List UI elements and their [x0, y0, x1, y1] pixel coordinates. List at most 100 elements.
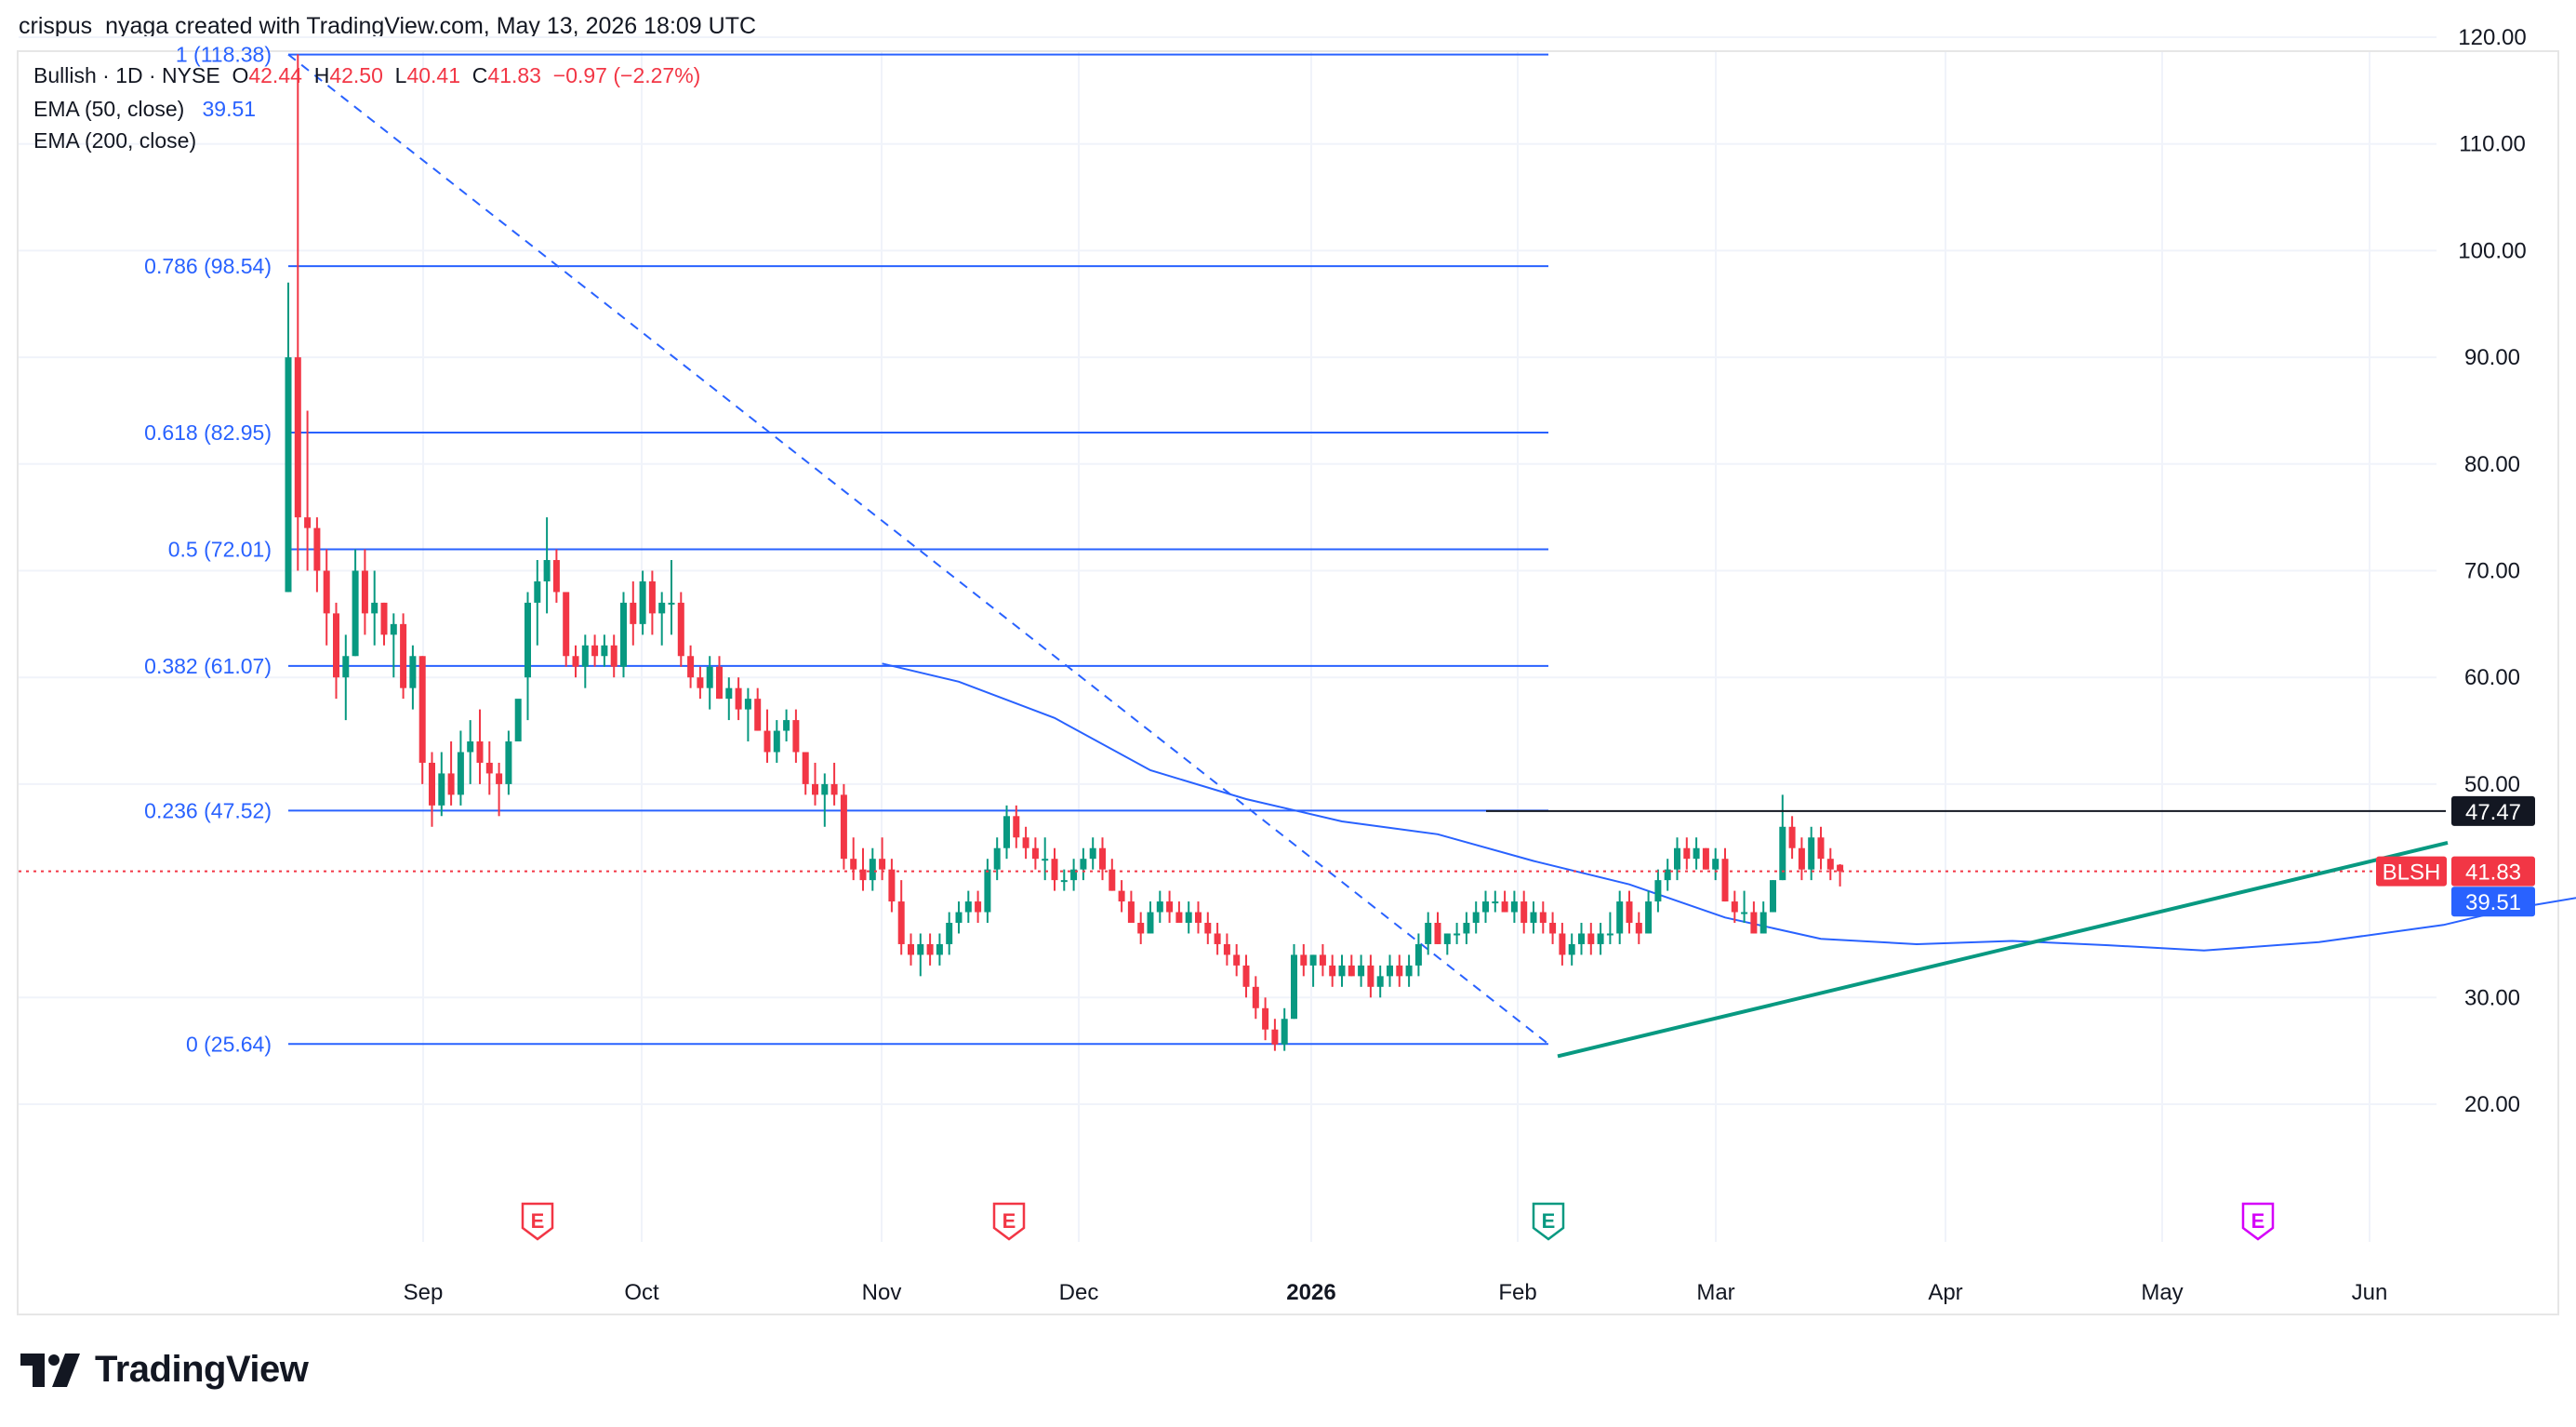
candle	[1587, 923, 1595, 955]
candle	[1089, 837, 1096, 870]
candle-body	[1788, 826, 1796, 848]
candle-body	[1358, 965, 1365, 977]
candle	[697, 666, 704, 700]
candle	[984, 859, 991, 924]
candle-body	[1817, 837, 1825, 860]
candle-body	[964, 901, 972, 913]
legend-row-ema50[interactable]: EMA (50, close) 39.51	[33, 97, 256, 122]
candle	[840, 783, 847, 870]
candle-body	[879, 859, 886, 870]
price-tag-text: BLSH	[2383, 860, 2441, 886]
candle	[304, 410, 312, 571]
candle-body	[1693, 847, 1700, 860]
x-tick-label: Feb	[1498, 1280, 1536, 1305]
candle	[1645, 890, 1653, 934]
candle-body	[1214, 933, 1221, 944]
candle-body	[1175, 912, 1183, 924]
candle	[1233, 943, 1241, 977]
y-tick-label: 20.00	[2464, 1092, 2520, 1117]
earnings-marker-icon[interactable]: E	[992, 1202, 1026, 1241]
candle	[1414, 933, 1422, 977]
candle-body	[1674, 847, 1680, 870]
candle-body	[1750, 912, 1758, 934]
overlays: E E E E 47.47 BLSH 41.83 39.51	[19, 795, 2535, 1241]
candle	[1300, 943, 1308, 977]
candle	[668, 560, 675, 635]
candle-body	[1127, 901, 1135, 924]
candle-body	[840, 794, 847, 860]
candle	[534, 560, 541, 646]
ema-line	[882, 662, 2576, 952]
candle-body	[1454, 933, 1461, 936]
candle-body	[1300, 954, 1308, 966]
candle	[888, 859, 896, 913]
candle	[1520, 890, 1528, 934]
earnings-marker-icon[interactable]: E	[1532, 1202, 1565, 1241]
candle	[1606, 912, 1613, 944]
y-tick-label: 30.00	[2464, 985, 2520, 1010]
candle-body	[1185, 912, 1192, 924]
candle-body	[294, 357, 301, 518]
candle	[1195, 901, 1202, 934]
candle-body	[323, 570, 330, 614]
candle	[1549, 912, 1557, 944]
candle-body	[946, 923, 953, 944]
candle	[1425, 912, 1432, 955]
candle	[1137, 912, 1145, 944]
candle	[1185, 901, 1192, 934]
candle	[543, 517, 551, 614]
candle	[830, 762, 838, 806]
candle-body	[342, 656, 350, 678]
candle	[936, 933, 943, 966]
candle-body	[1309, 954, 1317, 966]
candle-body	[936, 943, 943, 955]
candle	[783, 709, 790, 742]
candle	[1616, 890, 1624, 944]
candle	[1559, 923, 1566, 966]
candle	[552, 549, 560, 603]
candle	[1223, 933, 1230, 966]
candle-body	[1195, 912, 1202, 924]
legend-high: 42.50	[329, 63, 383, 87]
candle	[1568, 933, 1575, 966]
candle	[1109, 859, 1116, 891]
candle	[1003, 805, 1010, 860]
candle-body	[859, 869, 867, 881]
candle-body	[1712, 859, 1720, 870]
candle-body	[706, 666, 713, 688]
y-tick-label: 70.00	[2464, 559, 2520, 584]
earnings-marker-icon[interactable]: E	[2241, 1202, 2275, 1241]
candle	[1271, 1019, 1279, 1051]
candle-body	[1798, 847, 1805, 870]
candle	[1578, 923, 1585, 955]
candle	[429, 752, 435, 827]
price-tag: 47.47	[2451, 795, 2535, 826]
candle-body	[1808, 837, 1815, 870]
candle	[610, 634, 617, 678]
candle	[505, 730, 512, 795]
candle	[294, 54, 301, 571]
earnings-marker-icon[interactable]: E	[521, 1202, 554, 1241]
candle-body	[1463, 923, 1470, 934]
candle-body	[409, 656, 417, 688]
candle-body	[1166, 901, 1174, 913]
candle	[1262, 997, 1269, 1041]
candle-body	[361, 570, 368, 614]
candle	[1788, 816, 1796, 860]
tradingview-logo[interactable]: TradingView	[20, 1349, 309, 1391]
candle	[496, 762, 503, 817]
candle	[1281, 1007, 1288, 1051]
legend-symbol[interactable]: Bullish · 1D · NYSE	[33, 63, 220, 87]
candle-body	[908, 943, 914, 955]
candle-body	[1616, 901, 1624, 934]
fib-level-label: 0.618 (82.95)	[144, 420, 272, 445]
candle	[1759, 901, 1767, 934]
candle	[955, 901, 963, 934]
legend-row-ema200[interactable]: EMA (200, close)	[33, 128, 196, 153]
candle	[946, 912, 953, 955]
candle	[1463, 912, 1470, 944]
candle	[285, 282, 292, 593]
candle-body	[591, 645, 599, 657]
candle-body	[476, 741, 484, 763]
